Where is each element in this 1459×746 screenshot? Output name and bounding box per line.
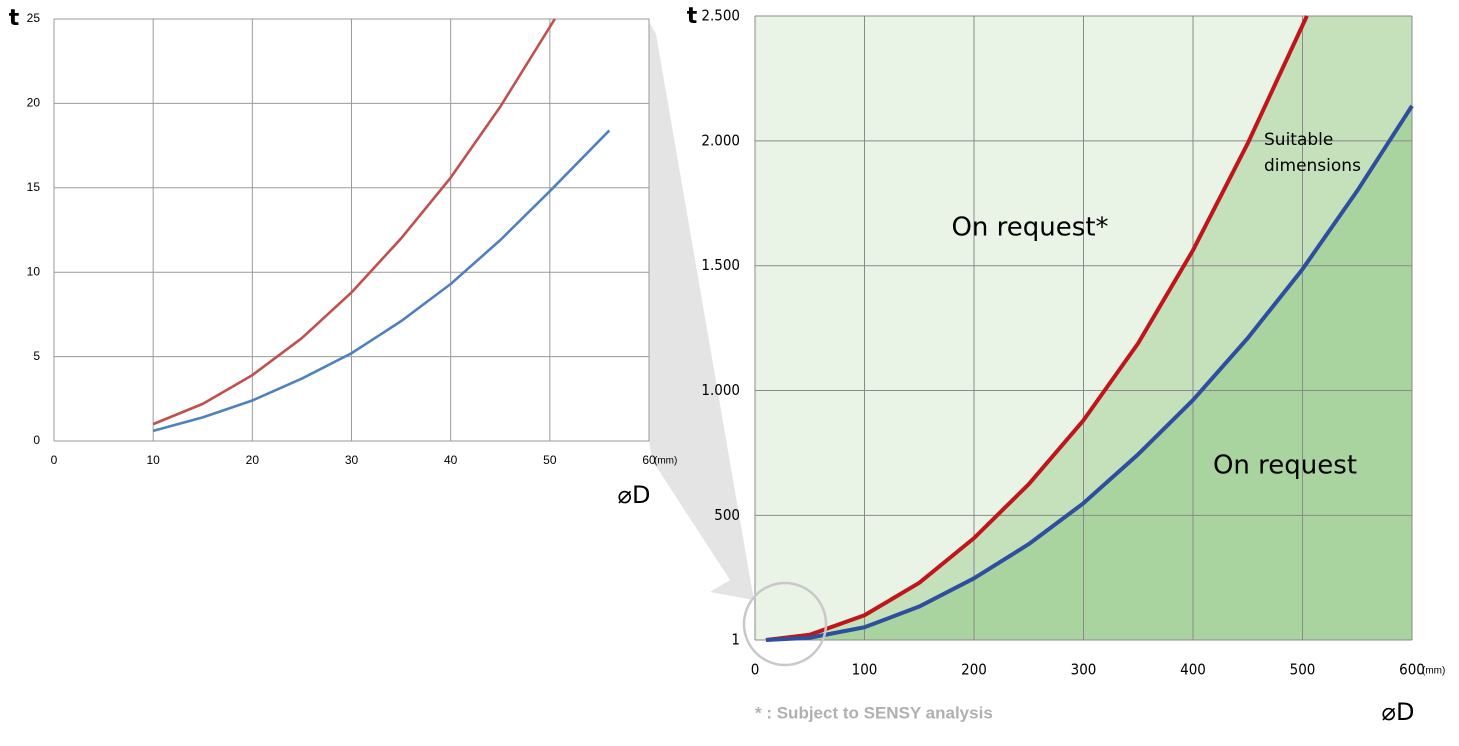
x-axis-unit: (mm) bbox=[1422, 666, 1445, 677]
y-tick-label: 1 bbox=[731, 631, 740, 649]
line bbox=[152, 129, 611, 433]
annotation: On request* bbox=[951, 213, 1108, 243]
x-tick-label: 0 bbox=[751, 661, 760, 679]
y-tick-label: 2.000 bbox=[701, 131, 740, 149]
line bbox=[152, 18, 556, 426]
x-tick-label: 50 bbox=[543, 453, 557, 467]
plot-frame bbox=[53, 18, 650, 442]
y-axis-label: t bbox=[687, 4, 698, 29]
x-tick-label: 40 bbox=[444, 453, 458, 467]
x-tick-label: 10 bbox=[146, 453, 160, 467]
x-tick-label: 100 bbox=[852, 661, 878, 679]
zoom-arrow bbox=[649, 22, 754, 600]
x-tick-label: 30 bbox=[345, 453, 359, 467]
y-tick-label: 20 bbox=[27, 96, 41, 110]
annotation: On request bbox=[1213, 451, 1357, 481]
x-axis-label: ⌀D bbox=[1382, 698, 1415, 726]
zoom-circle bbox=[742, 581, 828, 667]
x-tick-label: 500 bbox=[1290, 661, 1316, 679]
y-tick-label: 15 bbox=[27, 180, 41, 194]
y-tick-label: 25 bbox=[27, 11, 41, 25]
y-tick-label: 500 bbox=[714, 506, 740, 524]
x-tick-label: 0 bbox=[51, 453, 58, 467]
line bbox=[765, 15, 1309, 642]
footnote: * : Subject to SENSY analysis bbox=[755, 703, 993, 722]
x-tick-label: 20 bbox=[246, 453, 260, 467]
x-tick-label: 600 bbox=[1399, 661, 1425, 679]
y-tick-label: 5 bbox=[33, 349, 40, 363]
y-axis-label: t bbox=[9, 6, 20, 31]
x-axis-label: ⌀D bbox=[618, 481, 651, 509]
annotation: Suitable dimensions bbox=[1264, 130, 1361, 176]
y-tick-label: 10 bbox=[27, 264, 41, 278]
x-tick-label: 60 bbox=[642, 453, 656, 467]
x-tick-label: 400 bbox=[1180, 661, 1206, 679]
x-tick-label: 300 bbox=[1071, 661, 1097, 679]
x-tick-label: 200 bbox=[961, 661, 987, 679]
line bbox=[765, 104, 1414, 642]
y-tick-label: 1.500 bbox=[701, 256, 740, 274]
y-tick-label: 1.000 bbox=[701, 381, 740, 399]
area bbox=[765, 105, 1412, 640]
y-tick-label: 2.500 bbox=[701, 7, 740, 25]
y-tick-label: 0 bbox=[33, 433, 40, 447]
x-axis-unit: (mm) bbox=[654, 456, 677, 467]
